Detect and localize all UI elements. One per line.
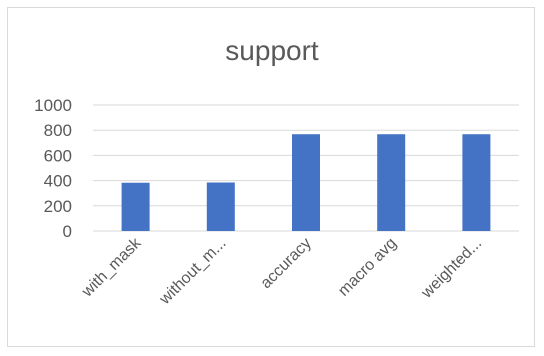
x-category-label: with_mask (78, 234, 145, 301)
y-tick-label: 800 (44, 121, 72, 140)
bar-without-m- (206, 182, 235, 231)
x-category-label: weighted... (418, 235, 485, 302)
y-tick-label: 400 (44, 172, 72, 191)
x-axis-labels: with_mask without_m... accuracy macro avg we… (78, 234, 485, 308)
y-tick-label: 1000 (34, 96, 72, 115)
bar-macro-avg (377, 134, 406, 231)
x-category-label: accuracy (258, 235, 315, 292)
bar-with-mask (121, 182, 150, 231)
y-tick-label: 200 (44, 197, 72, 216)
bar-accuracy (292, 134, 320, 231)
y-tick-label: 600 (44, 146, 72, 165)
y-tick-label: 0 (63, 222, 72, 241)
x-category-label: macro avg (335, 235, 400, 300)
bars (121, 134, 491, 231)
chart-title: support (225, 35, 319, 66)
x-category-label: without_m... (156, 235, 230, 309)
bar-weighted- (462, 134, 491, 231)
chart-area (7, 7, 535, 347)
y-axis-ticks: 0 200 400 600 800 1000 (34, 96, 72, 241)
